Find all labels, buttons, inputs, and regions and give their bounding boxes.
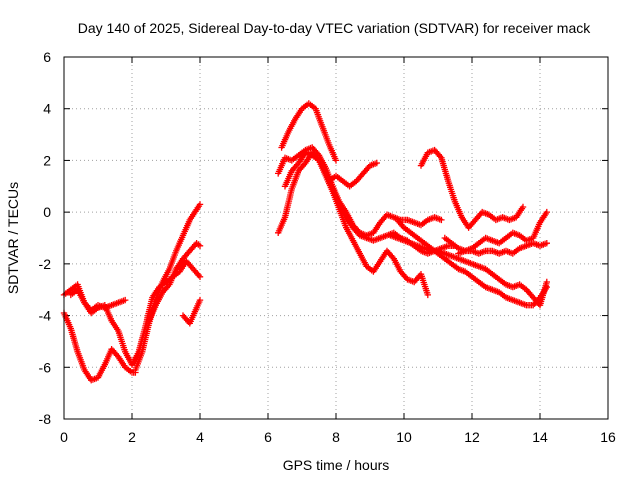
- y-tick-label: -6: [39, 359, 52, 375]
- data-point-marks: [417, 146, 527, 231]
- series-arc-15: [394, 216, 550, 309]
- data-point-marks: [60, 309, 139, 384]
- data-point-marks: [326, 159, 380, 190]
- data-point-marks: [387, 232, 550, 309]
- data-marks: [60, 100, 550, 384]
- data-point-marks: [455, 240, 550, 257]
- data-point-marks: [67, 286, 129, 314]
- series-arc-10: [278, 100, 340, 164]
- series-arc-11: [326, 159, 380, 190]
- x-axis-label: GPS time / hours: [283, 457, 390, 473]
- y-axis-label: SDTVAR / TECUs: [5, 182, 21, 294]
- series-arc-5: [145, 240, 204, 324]
- plot-frame: [63, 56, 609, 420]
- x-tick-label: 8: [332, 429, 340, 445]
- x-tick-label: 6: [264, 429, 272, 445]
- series-arc-16: [455, 240, 550, 257]
- data-point-marks: [278, 100, 340, 164]
- x-tick-label: 14: [532, 429, 548, 445]
- series-arc-3: [67, 286, 129, 314]
- x-tick-label: 2: [128, 429, 136, 445]
- series-arc-13: [387, 232, 550, 309]
- data-point-marks: [179, 296, 204, 327]
- x-tick-label: 4: [196, 429, 204, 445]
- y-tick-label: -4: [39, 308, 52, 324]
- data-point-marks: [394, 216, 550, 309]
- x-tick-label: 12: [464, 429, 480, 445]
- series-arc-6: [179, 296, 204, 327]
- x-tick-label: 10: [396, 429, 412, 445]
- series-arc-12: [417, 146, 527, 231]
- y-tick-label: 4: [43, 101, 51, 117]
- x-tick-label: 0: [60, 429, 68, 445]
- y-tick-labels: 6 4 2 0 -2 -4 -6 -8: [39, 49, 52, 427]
- x-tick-labels: 0 2 4 6 8 10 12 14 16: [60, 429, 616, 445]
- data-point-marks: [145, 240, 204, 324]
- y-tick-label: -2: [39, 256, 52, 272]
- series-arc-1: [60, 309, 139, 384]
- y-tick-label: 2: [43, 152, 51, 168]
- y-tick-label: -8: [39, 411, 52, 427]
- y-tick-label: 0: [43, 204, 51, 220]
- x-tick-label: 16: [600, 429, 616, 445]
- chart-title: Day 140 of 2025, Sidereal Day-to-day VTE…: [78, 20, 591, 36]
- y-tick-label: 6: [43, 49, 51, 65]
